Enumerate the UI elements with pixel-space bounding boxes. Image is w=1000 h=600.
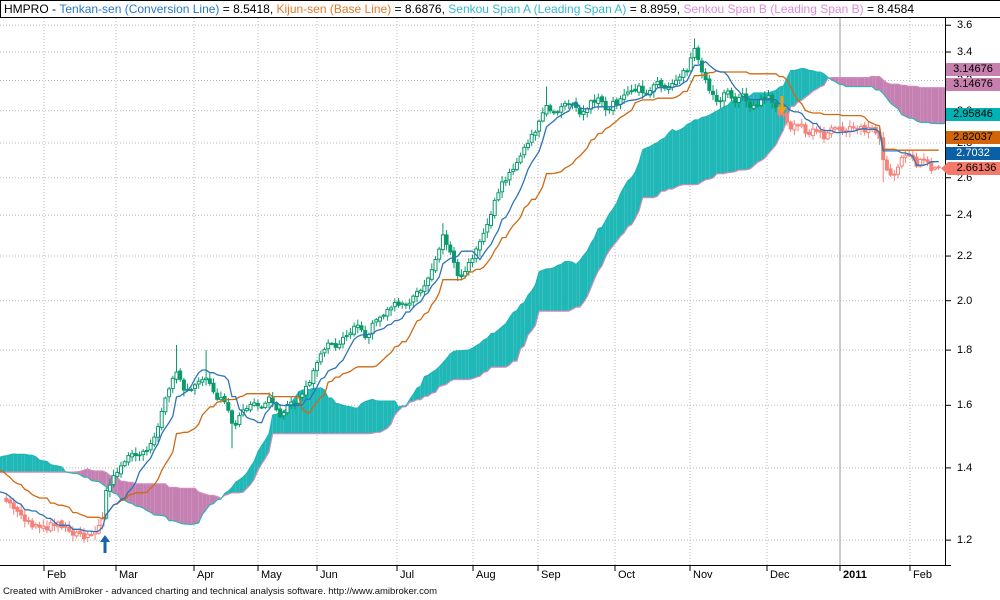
x-axis-tick-label: May [261,569,282,581]
indicator-value-flag: 2.95846 [946,108,1000,121]
kijun-legend-label: Kijun-sen (Base Line) [276,2,392,16]
indicator-value-flag: 2.7032 [946,147,1000,160]
x-axis-tick-label: Feb [913,569,932,581]
x-axis-tick-label: Aug [476,569,496,581]
indicator-value-flag: 3.14676 [946,78,1000,91]
kijun-sen-line [0,70,939,520]
y-axis-tick-label: 3.6 [957,19,973,32]
x-axis-tick-label: Dec [770,569,790,581]
x-axis-tick-label: Jun [320,569,338,581]
y-axis-tick-label: 1.4 [957,461,973,474]
x-axis-tick-label: Oct [618,569,636,581]
symbol-label: HMPRO - [4,2,60,16]
x-axis-tick-label: Feb [47,569,66,581]
x-axis-tick-label: 2011 [843,569,867,581]
tenkan-value: = 8.5418, [219,2,277,16]
span-a-legend-label: Senkou Span A (Leading Span A) [448,2,627,16]
span-a-value: = 8.8959, [626,2,684,16]
x-axis-tick-label: Apr [197,569,215,581]
kijun-value: = 8.6876, [391,2,449,16]
x-axis-tick-label: Nov [693,569,713,581]
span-b-value: = 8.4584 [863,2,914,16]
indicator-value-flag: 3.14676 [946,63,1000,76]
y-axis-tick-label: 1.6 [957,399,973,412]
senkou-span-a-line [0,67,945,526]
sell-signal-arrow-icon [777,96,787,114]
x-axis-tick-label: Sep [541,569,561,581]
chart-title-bar: HMPRO - Tenkan-sen (Conversion Line) = 8… [0,0,1000,18]
x-axis-tick-label: Jul [400,569,415,581]
y-axis-tick-label: 2.2 [957,250,973,263]
span-b-legend-label: Senkou Span B (Leading Span B) [683,2,864,16]
tenkan-legend-label: Tenkan-sen (Conversion Line) [59,2,220,16]
tenkan-sen-line [0,60,939,533]
y-axis-tick-label: 2.4 [957,209,973,222]
y-axis-tick-label: 2.0 [957,294,973,307]
axes [0,18,951,571]
gridlines [0,18,945,565]
amibroker-credit: Created with AmiBroker - advanced charti… [3,586,438,597]
y-axis-tick-label: 1.8 [957,344,973,357]
x-axis-tick-label: Mar [119,569,138,581]
indicator-value-flag: 2.82037 [946,131,1000,144]
y-axis-tick-label: 1.2 [957,534,973,547]
y-axis-tick-label: 3.4 [957,46,973,59]
senkou-span-b-line [0,75,945,500]
buy-signal-arrow-icon [100,535,110,553]
ichimoku-cloud [0,68,945,525]
last-price-marker: 2.66136 [941,162,1000,175]
